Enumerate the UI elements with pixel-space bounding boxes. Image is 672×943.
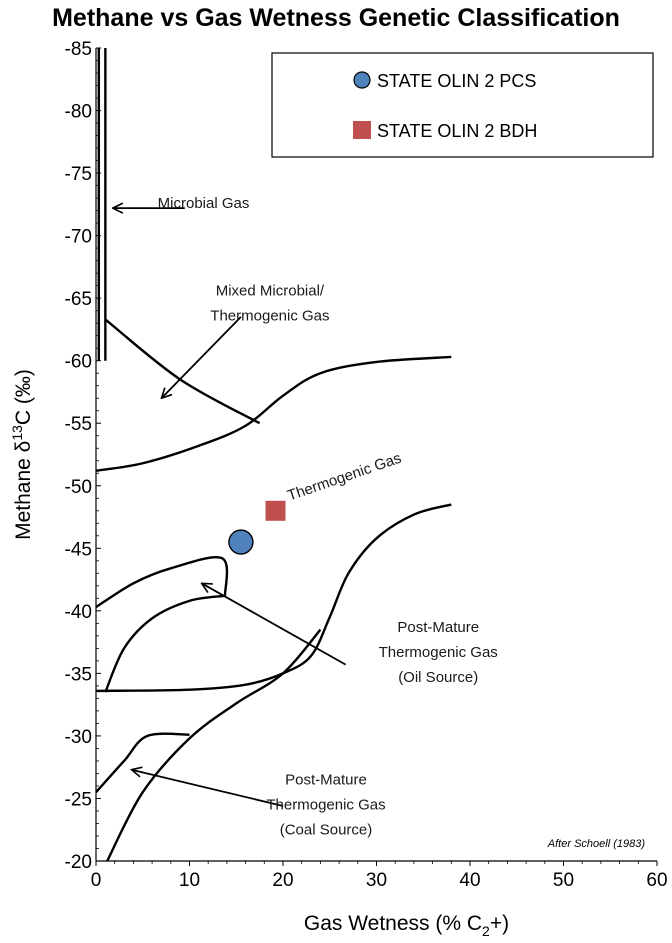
x-tick-label: 40: [459, 870, 480, 891]
classification-boundaries: [95, 48, 452, 862]
field-boundary: [95, 355, 452, 472]
x-tick-label: 60: [646, 870, 667, 891]
legend-marker-circle: [353, 71, 371, 89]
x-tick-label: 50: [553, 870, 574, 891]
y-tick-label: -60: [65, 352, 92, 373]
annotation-label: Mixed Microbial/Thermogenic Gas: [210, 283, 329, 325]
annotation-label: Post-Mature Thermogenic Gas (Oil Source): [379, 619, 498, 686]
annotation-arrow: [161, 316, 242, 398]
field-boundary: [104, 318, 261, 425]
legend: STATE OLIN 2 PCS STATE OLIN 2 BDH: [271, 52, 654, 158]
x-tick-label: 30: [366, 870, 387, 891]
chart-title: Methane vs Gas Wetness Genetic Classific…: [52, 4, 620, 32]
annotation-arrow: [202, 583, 347, 666]
y-tick-label: -25: [65, 789, 92, 810]
legend-marker-square: [353, 121, 371, 139]
y-tick-label: -30: [65, 727, 92, 748]
y-tick-label: -70: [65, 227, 92, 248]
annotations: Microbial Gas Mixed Microbial/Thermogenic…: [113, 195, 498, 839]
data-point-pcs: [228, 529, 254, 555]
y-tick-label: -40: [65, 602, 92, 623]
y-tick-label: -45: [65, 539, 92, 560]
annotation-label: Post-Mature Thermogenic Gas (Coal Source): [266, 772, 385, 839]
y-tick-label: -20: [65, 852, 92, 873]
x-tick-label: 0: [91, 870, 102, 891]
data-points: [228, 500, 286, 555]
field-boundary: [95, 732, 190, 794]
annotation-label: Microbial Gas: [158, 195, 250, 212]
field-boundary: [95, 503, 452, 693]
credit-text: After Schoell (1983): [547, 838, 646, 850]
x-tick-label: 10: [179, 870, 200, 891]
annotation-arrow: [132, 770, 284, 807]
y-tick-label: -65: [65, 289, 92, 310]
x-axis-title: Gas Wetness (% C2+): [304, 912, 509, 939]
field-boundary: [106, 628, 322, 862]
y-tick-label: -75: [65, 164, 92, 185]
field-boundary: [95, 556, 229, 609]
legend-label: STATE OLIN 2 PCS: [377, 71, 536, 91]
axes: 0 10 20 30 40 50 60 -85 -80 -75 -70 -65 -60 -55 -50 -45…: [9, 39, 668, 939]
y-tick-label: -35: [65, 664, 92, 685]
source-credit: After Schoell (1983): [547, 838, 646, 850]
legend-label: STATE OLIN 2 BDH: [377, 121, 537, 141]
field-boundary: [104, 594, 226, 693]
y-tick-label: -50: [65, 477, 92, 498]
y-tick-label: -55: [65, 414, 92, 435]
y-axis-title: Methane δ13C (‰): [9, 369, 35, 540]
y-tick-label: -80: [65, 102, 92, 123]
legend-box: [271, 52, 654, 158]
x-tick-label: 20: [272, 870, 293, 891]
y-tick-label: -85: [65, 39, 92, 60]
annotation-label: Thermogenic Gas: [285, 450, 403, 505]
data-point-bdh: [265, 500, 286, 521]
